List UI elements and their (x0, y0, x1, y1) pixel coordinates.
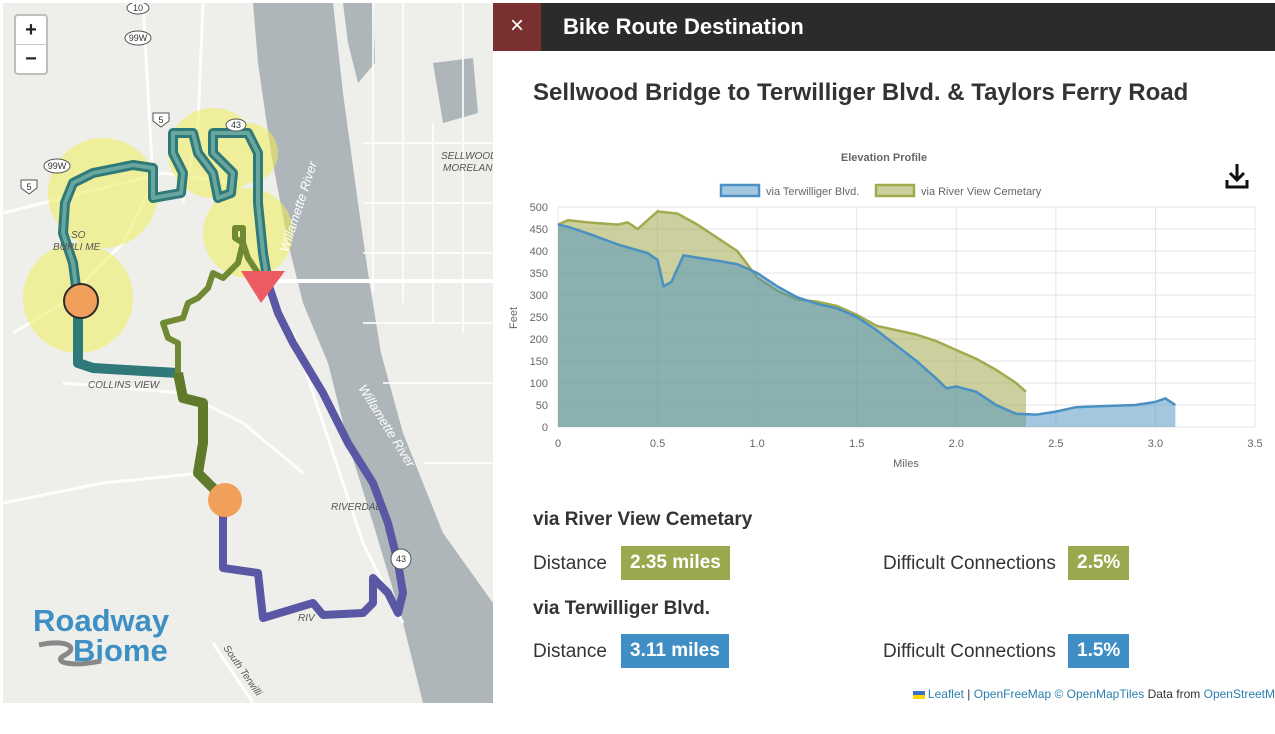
difficult-connections-badge: 2.5% (1068, 546, 1130, 580)
difficult-connections-label: Difficult Connections (883, 641, 1056, 662)
x-tick-label: 1.0 (749, 438, 764, 450)
y-tick-label: 50 (536, 400, 548, 412)
series-line-0 (557, 223, 1177, 416)
distance-badge: 2.35 miles (621, 546, 730, 580)
distance-badge: 3.11 miles (621, 634, 729, 668)
series-area-0 (558, 224, 1176, 427)
highway-43-bottom-label: 43 (396, 554, 406, 564)
legend-entry: via Terwilliger Blvd. (766, 186, 859, 198)
difficult-connections-label: Difficult Connections (883, 553, 1056, 574)
chart-series (557, 210, 1177, 427)
attribution-separator: | (967, 687, 971, 701)
sellwood-label: SELLWOOD (441, 151, 493, 162)
y-tick-label: 200 (530, 334, 548, 346)
header-title: Bike Route Destination (563, 14, 804, 39)
y-tick-label: 100 (530, 378, 548, 390)
zoom-in-button[interactable]: + (25, 19, 37, 41)
x-tick-label: 2.5 (1048, 438, 1063, 450)
openmaptiles-link[interactable]: © OpenMapTiles (1054, 687, 1145, 701)
y-tick-label: 300 (530, 290, 548, 302)
leaflet-link[interactable]: Leaflet (927, 687, 964, 701)
openfreemap-link[interactable]: OpenFreeMap (973, 687, 1052, 701)
legend-entry: via River View Cemetary (921, 186, 1042, 198)
y-tick-label: 250 (530, 312, 548, 324)
chart-legend: via Terwilliger Blvd. via River View Ceme… (719, 183, 1042, 198)
close-button[interactable]: × (493, 3, 541, 51)
zoom-control: + − (14, 14, 48, 75)
south-terwilliger-label: South Terwilli (221, 643, 264, 698)
x-tick-label: 3.5 (1247, 438, 1262, 450)
legend-swatch (719, 183, 761, 198)
data-from-text: Data from (1147, 687, 1201, 701)
route-title: Sellwood Bridge to Terwilliger Blvd. & T… (533, 79, 1189, 106)
burlingame-label-2: BURLI ME (53, 242, 101, 253)
highway-5-label: 5 (158, 115, 163, 125)
legend-swatch (874, 183, 916, 198)
distance-label: Distance (533, 641, 607, 662)
highway-5-left-label: 5 (26, 182, 31, 192)
y-tick-label: 500 (530, 202, 548, 214)
highway-99w-label: 99W (129, 33, 148, 43)
y-tick-label: 350 (530, 268, 548, 280)
ukraine-flag-icon (912, 690, 925, 699)
zoom-out-button[interactable]: − (16, 44, 46, 73)
y-tick-label: 150 (530, 356, 548, 368)
route-heading-terwilliger: via Terwilliger Blvd. (533, 598, 711, 619)
map-attribution: Leaflet | OpenFreeMap © OpenMapTiles Dat… (912, 687, 1275, 701)
chart-x-axis-label: Miles (893, 458, 919, 470)
map-view[interactable]: 10 99W 5 43 99W 5 43 Willamette River Wi… (3, 3, 493, 703)
y-tick-label: 400 (530, 246, 548, 258)
difficult-connections-badge: 1.5% (1068, 634, 1130, 668)
route-heading-river-view: via River View Cemetary (533, 509, 753, 530)
panel-header: × Bike Route Destination (493, 3, 1275, 51)
openstreetmap-link[interactable]: OpenStreetM (1203, 687, 1275, 701)
y-tick-label: 450 (530, 224, 548, 236)
riverdale-label: RIVERDAL (331, 502, 381, 513)
highway-99w-left-label: 99W (48, 161, 67, 171)
highway-43-label: 43 (231, 120, 241, 130)
distance-label: Distance (533, 553, 607, 574)
logo-line-1: Roadway (33, 603, 170, 638)
riv-label: RIV (298, 613, 316, 624)
x-tick-label: 3.0 (1148, 438, 1163, 450)
chart-title: Elevation Profile (841, 152, 927, 164)
logo-swoosh-icon (38, 640, 102, 667)
x-tick-label: 0 (555, 438, 561, 450)
chart-y-axis-label: Feet (508, 307, 520, 329)
x-tick-label: 1.5 (849, 438, 864, 450)
roadway-biome-logo: Roadway Biome (33, 603, 169, 669)
x-tick-label: 2.0 (949, 438, 964, 450)
highway-10-label: 10 (133, 3, 143, 13)
burlingame-label-1: SO (71, 230, 86, 241)
map-canvas[interactable]: 10 99W 5 43 99W 5 43 Willamette River Wi… (3, 3, 493, 703)
download-icon[interactable] (1225, 163, 1249, 189)
route-panel: × Bike Route Destination Sellwood Bridge… (493, 3, 1275, 703)
chart-axes: 0 50 100 150 200 250 300 350 400 450 500 0 0.5 1.0 1.5… (530, 202, 1263, 450)
collins-view-label: COLLINS VIEW (88, 380, 161, 391)
moreland-label: MORELAN (443, 163, 493, 174)
y-tick-label: 0 (542, 422, 548, 434)
elevation-chart: Elevation Profile via Terwilliger Blvd. v… (508, 152, 1263, 470)
x-tick-label: 0.5 (650, 438, 665, 450)
